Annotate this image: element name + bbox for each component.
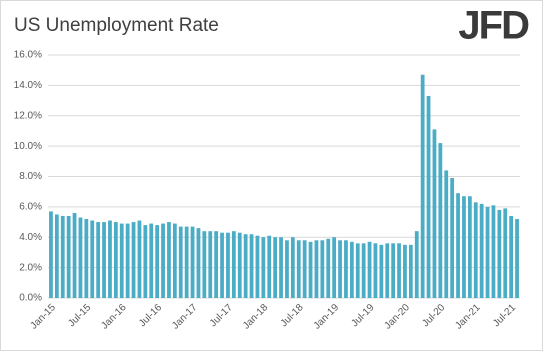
- bar: [515, 219, 519, 298]
- bar: [237, 232, 242, 298]
- bar: [273, 237, 278, 298]
- y-tick-label: 2.0%: [19, 262, 42, 273]
- bar: [78, 217, 83, 298]
- bar: [72, 212, 77, 298]
- bar: [361, 243, 366, 298]
- bar: [326, 238, 331, 298]
- bar: [202, 231, 207, 298]
- bar: [143, 225, 148, 298]
- bar: [373, 243, 378, 298]
- bar: [243, 234, 248, 298]
- bar: [172, 223, 177, 298]
- bar: [467, 196, 472, 298]
- bar: [332, 237, 337, 298]
- y-tick-label: 14.0%: [14, 80, 42, 91]
- bar: [397, 243, 401, 298]
- y-tick-label: 10.0%: [14, 141, 42, 152]
- bar: [125, 223, 130, 298]
- bar: [149, 223, 154, 298]
- bar: [108, 220, 112, 298]
- bar: [462, 196, 466, 298]
- bar: [367, 241, 372, 298]
- bar: [196, 228, 201, 298]
- bar: [137, 220, 142, 298]
- bar: [190, 226, 195, 298]
- bar: [54, 214, 59, 298]
- bar: [60, 215, 65, 298]
- bar: [214, 231, 219, 298]
- bar: [178, 226, 183, 298]
- bar: [503, 208, 508, 298]
- bar: [285, 240, 289, 298]
- bar: [308, 241, 313, 298]
- y-tick-label: 16.0%: [14, 50, 42, 61]
- bar: [338, 240, 342, 298]
- bar: [167, 222, 171, 298]
- bar: [255, 235, 260, 298]
- bar: [84, 219, 89, 298]
- bar: [408, 244, 413, 298]
- bar: [161, 223, 165, 298]
- bar: [344, 240, 348, 298]
- bar: [414, 231, 419, 298]
- chart-title: US Unemployment Rate: [14, 15, 219, 36]
- bar: [385, 243, 390, 298]
- bar: [420, 74, 425, 299]
- bar: [438, 143, 443, 298]
- y-tick-label: 12.0%: [14, 110, 42, 121]
- y-tick-label: 8.0%: [19, 171, 42, 182]
- bar: [302, 240, 307, 298]
- bar: [355, 243, 360, 298]
- bar: [49, 211, 53, 298]
- bar: [249, 234, 254, 298]
- bar: [432, 129, 437, 298]
- bar: [208, 231, 213, 298]
- bar: [491, 205, 496, 298]
- bar: [231, 231, 236, 298]
- logo: JFD: [458, 4, 529, 48]
- bar: [131, 222, 136, 298]
- bar: [66, 215, 71, 298]
- bar: [226, 232, 230, 298]
- y-tick-label: 6.0%: [19, 202, 42, 213]
- y-tick-label: 4.0%: [19, 232, 42, 243]
- bar: [119, 223, 124, 298]
- bar: [479, 203, 484, 298]
- bar: [320, 240, 325, 298]
- bar: [473, 202, 478, 298]
- bar: [391, 243, 396, 298]
- bar: [314, 240, 319, 298]
- bar: [96, 222, 101, 298]
- bar: [261, 237, 266, 298]
- bar: [509, 215, 514, 298]
- bar: [485, 206, 490, 298]
- bar: [450, 178, 455, 298]
- bar: [155, 225, 160, 298]
- y-tick-label: 0.0%: [19, 293, 42, 304]
- bar: [102, 222, 106, 298]
- bar: [90, 220, 95, 298]
- bar: [349, 241, 354, 298]
- bar: [403, 244, 407, 298]
- bar: [444, 170, 449, 298]
- bar: [113, 222, 118, 298]
- bar: [296, 240, 301, 298]
- bar: [426, 96, 431, 298]
- bar: [220, 232, 224, 298]
- bar: [267, 235, 272, 298]
- bar: [379, 244, 384, 298]
- bar: [456, 193, 460, 298]
- bar: [497, 209, 502, 298]
- bar: [290, 237, 295, 298]
- bar: [279, 237, 283, 298]
- bar: [184, 226, 189, 298]
